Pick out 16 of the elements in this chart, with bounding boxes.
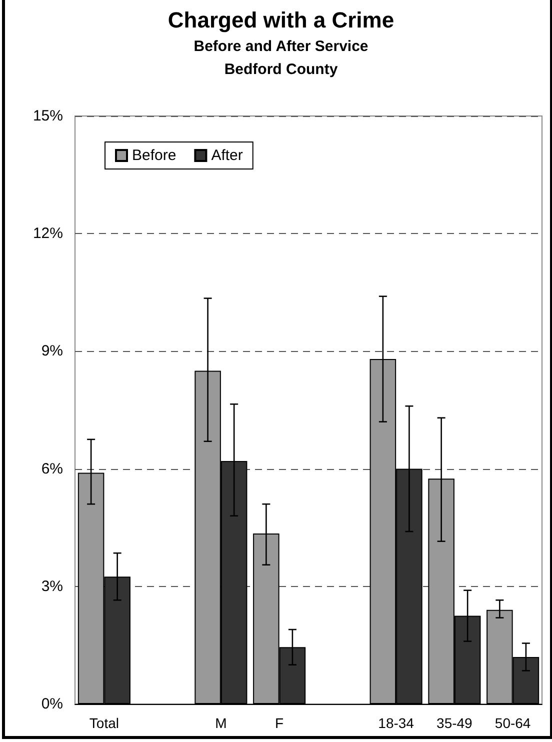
x-tick-label: M xyxy=(215,715,227,731)
y-tick-label: 12% xyxy=(32,225,63,242)
x-tick-label: F xyxy=(275,715,284,731)
legend-label: Before xyxy=(132,147,176,164)
chart-subtitle: Before and After Service Bedford County xyxy=(194,38,368,78)
y-tick-label: 0% xyxy=(41,696,63,712)
x-tick-label: 50-64 xyxy=(494,715,531,731)
y-tick-label: 6% xyxy=(41,460,63,478)
y-tick-label: 3% xyxy=(41,578,63,595)
x-tick-label: 18-34 xyxy=(378,715,414,731)
legend-label: After xyxy=(211,147,243,164)
chart-title: Charged with a Crime xyxy=(168,8,394,32)
y-tick-label: 15% xyxy=(32,108,63,124)
y-tick-label: 9% xyxy=(41,342,63,360)
x-tick-label: Total xyxy=(89,715,119,731)
x-tick-label: 35-49 xyxy=(436,715,473,731)
